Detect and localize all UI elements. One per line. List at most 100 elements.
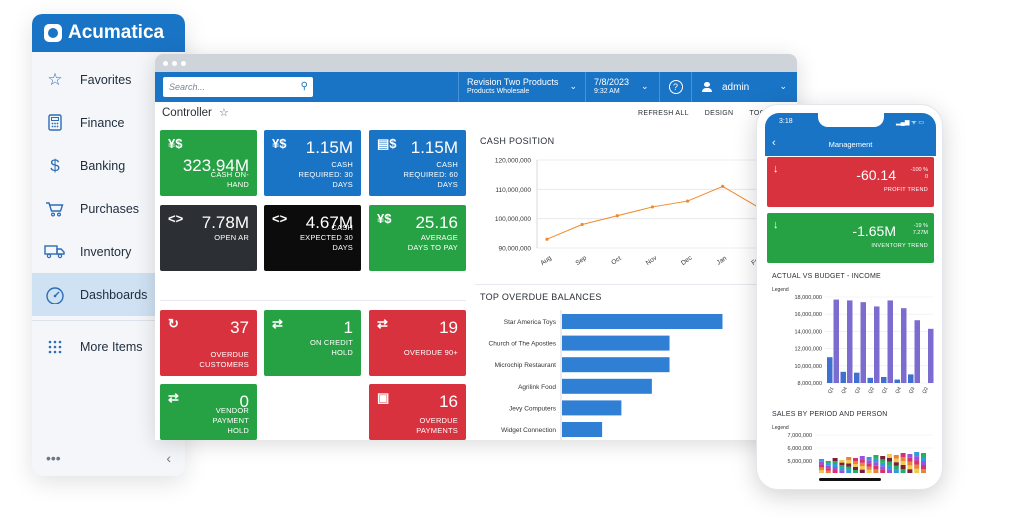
- sales-stack-segment: [880, 456, 886, 460]
- chart-legend-label[interactable]: Legend: [772, 287, 789, 293]
- chart-legend-label[interactable]: Legend: [772, 425, 789, 431]
- kpi-tile-cash-required-30[interactable]: ¥$ 1.15M CASH REQUIRED: 30 DAYS: [264, 130, 361, 196]
- sales-stack-segment: [846, 460, 852, 464]
- sales-by-period-chart: 7,000,000 6,000,000 5,000,000: [788, 433, 933, 473]
- sales-stack-segment: [893, 469, 899, 473]
- back-chevron-icon[interactable]: ‹: [772, 137, 776, 149]
- kpi-tile-overdue-customers[interactable]: ↻ 37 OVERDUE CUSTOMERS: [160, 310, 257, 376]
- search-icon[interactable]: ⚲: [300, 81, 308, 92]
- tools-button[interactable]: TOO: [749, 110, 766, 117]
- kpi-tile-vendor-payment-hold[interactable]: ⇄ 0 VENDOR PAYMENT HOLD: [160, 384, 257, 440]
- x-tick-label: Jan: [716, 255, 729, 267]
- sales-stack-segment: [907, 469, 913, 473]
- chevron-down-icon: ⌄: [779, 81, 787, 91]
- nav-item-finance[interactable]: Finance: [32, 101, 185, 144]
- sales-stack-segment: [819, 470, 824, 473]
- nav-item-inventory[interactable]: Inventory: [32, 230, 185, 273]
- mobile-clock: 3:18: [779, 118, 793, 125]
- y-tick-label: 7,000,000: [788, 433, 812, 439]
- kpi-tile-cash-on-hand[interactable]: ¥$ 323.94M CASH ON-HAND: [160, 130, 257, 196]
- acumatica-logo-icon: [44, 24, 62, 42]
- cash-data-point: [650, 205, 655, 209]
- actual-bar: [867, 377, 873, 383]
- transfer-icon: ⇄: [272, 316, 283, 331]
- bar-category-label: Church of The Apostles: [489, 341, 557, 348]
- brand-header[interactable]: Acumatica: [32, 14, 185, 52]
- cash-data-point: [721, 184, 725, 188]
- sales-stack-segment: [825, 461, 831, 464]
- sales-stack-segment: [846, 466, 852, 470]
- design-button[interactable]: DESIGN: [704, 110, 734, 117]
- mobile-device: 3:18 ▂▄▆ ᯤ ▭ ‹ Management ↓ -60.14 -100 …: [756, 104, 943, 490]
- sales-stack-segment: [853, 470, 858, 473]
- kpi-percent-change: -19 %: [913, 223, 928, 229]
- grid-icon: [44, 336, 66, 358]
- kpi-value: 16: [439, 392, 458, 411]
- sales-stack-segment: [832, 461, 838, 464]
- user-menu[interactable]: admin ⌄: [691, 72, 797, 102]
- nav-item-more-items[interactable]: More Items: [32, 325, 185, 368]
- y-tick-label: 14,000,000: [794, 329, 822, 335]
- sales-stack-segment: [921, 461, 926, 465]
- sales-stack-segment: [880, 459, 886, 463]
- sales-stack-segment: [832, 470, 838, 473]
- kpi-tile-overdue-90[interactable]: ⇄ 19 OVERDUE 90+: [369, 310, 466, 376]
- nav-item-banking[interactable]: $ Banking: [32, 144, 185, 187]
- tenant-selector[interactable]: Revision Two Products Products Wholesale…: [458, 72, 585, 102]
- y-tick-label: 90,000,000: [498, 246, 531, 253]
- cash-data-point: [615, 214, 619, 218]
- sales-stack-segment: [880, 466, 886, 470]
- favorite-star-icon[interactable]: ☆: [219, 107, 229, 119]
- kpi-label: CASH REQUIRED: 30 DAYS: [298, 160, 353, 189]
- business-date-selector[interactable]: 7/8/2023 9:32 AM: [585, 72, 659, 102]
- cash-series-line: [546, 185, 794, 240]
- more-options-icon[interactable]: •••: [46, 450, 61, 466]
- sales-stack-segment: [907, 457, 913, 462]
- bar-category-label: Star America Toys: [504, 319, 557, 326]
- nav-item-favorites[interactable]: ☆ Favorites: [32, 58, 185, 101]
- collapse-chevron-icon[interactable]: ‹: [166, 450, 171, 466]
- cash-position-chart: 120,000,000 110,000,000 100,000,000 90,000,…: [495, 158, 797, 267]
- clipboard-icon: ▣: [377, 390, 390, 405]
- kpi-tile-cash-required-60[interactable]: ▤$ 1.15M CASH REQUIRED: 60 DAYS: [369, 130, 466, 196]
- dashboard-window: Search... ⚲ Revision Two Products Produc…: [155, 54, 797, 440]
- nav-item-purchases[interactable]: Purchases: [32, 187, 185, 230]
- actual-bar: [894, 379, 900, 383]
- kpi-percent: -100 % 0: [911, 167, 928, 181]
- kpi-tile-cash-expected-30[interactable]: <> 4.67M CASH EXPECTED 30 DAYS: [264, 205, 361, 271]
- sales-stack-segment: [921, 469, 926, 473]
- y-tick-label: 18,000,000: [794, 295, 822, 301]
- x-tick-label: Q1: [827, 386, 836, 395]
- x-tick-label: Q2: [867, 386, 876, 395]
- chevron-down-icon[interactable]: ⌄: [641, 81, 649, 91]
- x-tick-label: Sep: [575, 254, 589, 267]
- kpi-tile-average-days-to-pay[interactable]: ¥$ 25.16 AVERAGE DAYS TO PAY: [369, 205, 466, 271]
- kpi-tile-open-ar[interactable]: <> 7.78M OPEN AR: [160, 205, 257, 271]
- kpi-value: 1.15M: [410, 138, 458, 157]
- sales-stack-segment: [819, 464, 824, 468]
- refresh-all-button[interactable]: REFRESH ALL: [638, 110, 689, 117]
- search-input[interactable]: Search... ⚲: [163, 77, 313, 97]
- sales-stack-segment: [887, 461, 892, 466]
- sales-stack-segment: [893, 455, 899, 459]
- sales-stack-segment: [846, 463, 852, 467]
- kpi-tile-overdue-payments[interactable]: ▣ 16 OVERDUE PAYMENTS: [369, 384, 466, 440]
- mobile-kpi-profit-trend[interactable]: ↓ -60.14 -100 % 0 PROFIT TREND: [767, 157, 934, 207]
- budget-bar: [833, 299, 839, 383]
- sales-stack-segment: [914, 460, 920, 465]
- actual-bar: [840, 371, 846, 383]
- brand-name: Acumatica: [68, 22, 165, 43]
- actual-bar: [908, 374, 914, 383]
- mobile-kpi-inventory-trend[interactable]: ↓ -1.65M -19 % 7.27M INVENTORY TREND: [767, 213, 934, 263]
- kpi-value: 37: [230, 318, 249, 337]
- help-button[interactable]: ?: [659, 72, 691, 102]
- budget-bar: [860, 302, 866, 383]
- window-dot: [181, 60, 186, 66]
- kpi-tile-on-credit-hold[interactable]: ⇄ 1 ON CREDIT HOLD: [264, 310, 361, 376]
- cart-icon: [44, 198, 66, 220]
- sales-stack-segment: [832, 464, 838, 467]
- currency-icon: ¥$: [377, 211, 392, 226]
- window-dot: [163, 60, 168, 66]
- mobile-title: Management: [828, 140, 873, 149]
- sales-stack-segment: [825, 463, 831, 466]
